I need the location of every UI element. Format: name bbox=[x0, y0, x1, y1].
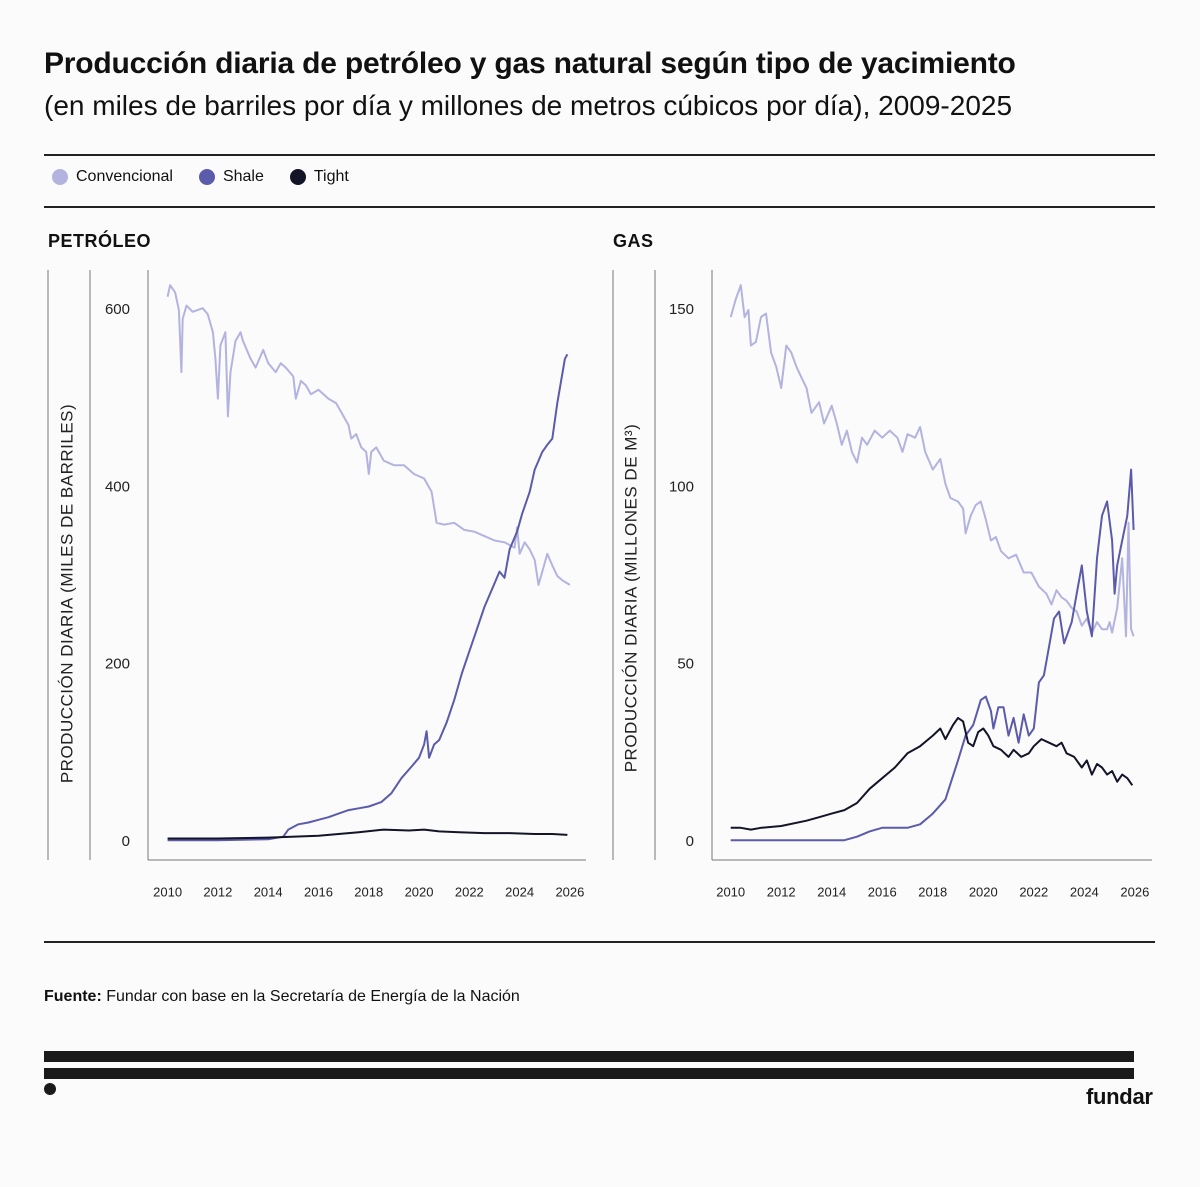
y-tick-label: 100 bbox=[669, 478, 694, 495]
x-tick-label: 2010 bbox=[153, 884, 182, 899]
divider-legend bbox=[44, 206, 1155, 208]
x-tick-label: 2020 bbox=[405, 884, 434, 899]
y-tick-label: 600 bbox=[105, 301, 130, 318]
x-tick-label: 2010 bbox=[716, 884, 745, 899]
brand-bar-1 bbox=[44, 1051, 1134, 1062]
series-line-convencional-petroleo bbox=[166, 284, 571, 586]
legend-swatch-convencional bbox=[52, 169, 68, 185]
y-tick-label: 0 bbox=[122, 833, 130, 850]
brand-dot bbox=[44, 1083, 56, 1095]
legend-label-shale: Shale bbox=[222, 168, 264, 185]
chart-petroleo: PRODUCCIÓN DIARIA (MILES DE BARRILES) 0 20… bbox=[47, 270, 586, 899]
x-tick-label: 2020 bbox=[969, 884, 998, 899]
legend-item-convencional: Convencional bbox=[52, 168, 173, 186]
legend-swatch-tight bbox=[289, 169, 306, 185]
x-tick-label: 2016 bbox=[868, 884, 897, 899]
legend-swatch-shale bbox=[198, 169, 215, 185]
legend-label-convencional: Convencional bbox=[76, 168, 173, 185]
x-tick-label: 2012 bbox=[203, 884, 232, 899]
y-tick-label: 200 bbox=[105, 656, 130, 673]
x-tick-label: 2018 bbox=[354, 884, 383, 899]
series-line-convencional-gas bbox=[729, 284, 1135, 638]
legend-item-shale: Shale bbox=[198, 168, 264, 186]
x-tick-label: 2026 bbox=[1120, 884, 1149, 899]
brand-bar-2 bbox=[44, 1068, 1134, 1079]
chart-title: Producción diaria de petróleo y gas natu… bbox=[44, 47, 1016, 80]
y-tick-label: 0 bbox=[686, 833, 694, 850]
y-axis-label-gas: PRODUCCIÓN DIARIA (MILLONES DE M³) bbox=[621, 424, 640, 773]
legend: Convencional Shale Tight bbox=[52, 168, 349, 186]
panel-title-petroleo: PETRÓLEO bbox=[48, 231, 152, 251]
chart-subtitle: (en miles de barriles por día y millones… bbox=[44, 90, 1013, 121]
source-text: Fundar con base en la Secretaría de Ener… bbox=[106, 988, 520, 1005]
y-tick-label: 150 bbox=[669, 301, 694, 318]
x-tick-label: 2018 bbox=[918, 884, 947, 899]
legend-item-tight: Tight bbox=[289, 168, 349, 186]
x-tick-label: 2014 bbox=[254, 884, 283, 899]
y-axis-label-petroleo: PRODUCCIÓN DIARIA (MILES DE BARRILES) bbox=[57, 404, 76, 783]
charts-canvas: PRODUCCIÓN DIARIA (MILES DE BARRILES) 0 20… bbox=[47, 270, 1152, 899]
x-tick-label: 2012 bbox=[767, 884, 796, 899]
x-tick-label: 2026 bbox=[555, 884, 584, 899]
series-line-shale-petroleo bbox=[167, 353, 569, 842]
series-line-tight-petroleo bbox=[167, 828, 568, 840]
y-tick-label: 50 bbox=[677, 656, 694, 673]
legend-label-tight: Tight bbox=[313, 168, 349, 185]
chart-gas: PRODUCCIÓN DIARIA (MILLONES DE M³) 0 50 100… bbox=[612, 270, 1152, 899]
divider-top bbox=[44, 154, 1155, 156]
series-line-shale-gas bbox=[730, 468, 1135, 842]
series-line-tight-gas bbox=[730, 716, 1134, 831]
brand-logo: fundar bbox=[1086, 1084, 1153, 1109]
x-tick-label: 2016 bbox=[304, 884, 333, 899]
divider-bottom bbox=[44, 941, 1155, 943]
y-tick-label: 400 bbox=[105, 478, 130, 495]
x-tick-label: 2022 bbox=[455, 884, 484, 899]
panel-title-gas: GAS bbox=[613, 231, 654, 251]
source-label: Fuente: bbox=[44, 988, 102, 1005]
source-note: Fuente: Fundar con base en la Secretaría… bbox=[44, 988, 520, 1006]
x-tick-label: 2022 bbox=[1019, 884, 1048, 899]
x-tick-label: 2024 bbox=[505, 884, 534, 899]
x-tick-label: 2024 bbox=[1070, 884, 1099, 899]
x-tick-label: 2014 bbox=[817, 884, 846, 899]
